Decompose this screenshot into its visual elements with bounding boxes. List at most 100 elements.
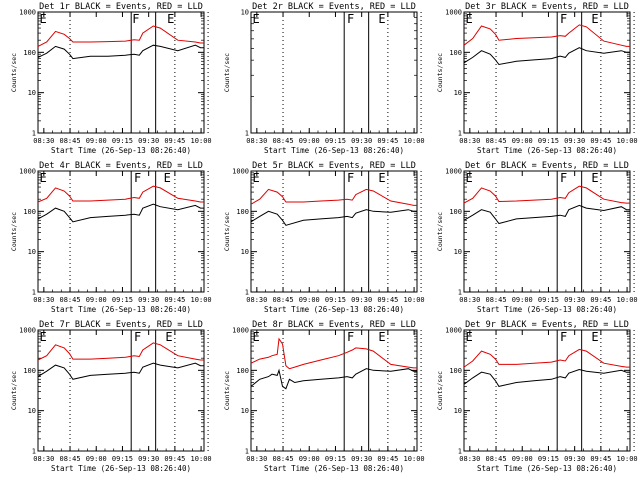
series-lld-line: [37, 25, 204, 47]
y-tick-label: 10: [28, 248, 36, 256]
panel: Det 7r BLACK = Events, RED = LLD 1 10 100 10…: [10, 320, 212, 473]
flag-label: F: [347, 330, 354, 344]
y-tick-label: 1: [458, 448, 462, 456]
flag-label: E: [40, 171, 47, 185]
x-tick-label: 09:45: [377, 296, 398, 304]
flag-label: E: [167, 12, 174, 26]
x-tick-label: 09:30: [564, 137, 585, 145]
panel: Det 8r BLACK = Events, RED = LLD 1 10 100 10…: [223, 320, 425, 473]
y-axis-label: Counts/sec: [10, 212, 18, 251]
x-axis-label: Start Time (26-Sep-13 08:26:40): [264, 464, 404, 473]
x-tick-label: 10:00: [191, 296, 212, 304]
x-tick-label: 08:45: [485, 455, 506, 463]
x-tick-label: 08:30: [459, 137, 480, 145]
y-tick-label: 100: [23, 49, 36, 57]
series-events-line: [37, 203, 204, 223]
x-tick-label: 09:30: [138, 455, 159, 463]
x-tick-label: 09:15: [112, 455, 133, 463]
y-tick-label: 100: [449, 208, 462, 216]
y-axis-label: Counts/sec: [436, 53, 444, 92]
y-tick-label: 100: [236, 208, 249, 216]
y-tick-label: 1: [245, 448, 249, 456]
y-tick-label: 1000: [445, 327, 462, 335]
x-tick-label: 09:00: [86, 455, 107, 463]
panel: Det 9r BLACK = Events, RED = LLD 1 10 100 10…: [436, 320, 638, 473]
y-tick-label: 10: [454, 248, 462, 256]
x-tick-label: 09:30: [351, 455, 372, 463]
panel-title: Det 8r BLACK = Events, RED = LLD: [252, 320, 416, 330]
y-tick-label: 10: [241, 407, 249, 415]
x-tick-label: 09:45: [164, 455, 185, 463]
flag-label: F: [560, 12, 567, 26]
series-lld-line: [37, 185, 204, 203]
panel-title: Det 4r BLACK = Events, RED = LLD: [39, 161, 203, 171]
flag-label: E: [253, 12, 260, 26]
panel-title: Det 1r BLACK = Events, RED = LLD: [39, 2, 203, 12]
x-tick-label: 09:30: [138, 137, 159, 145]
plot-frame: [37, 11, 205, 134]
flag-label: E: [378, 330, 385, 344]
y-tick-label: 100: [236, 367, 249, 375]
x-tick-label: 08:30: [33, 296, 54, 304]
x-tick-label: 09:00: [512, 455, 533, 463]
panel-title: Det 7r BLACK = Events, RED = LLD: [39, 320, 203, 330]
y-tick-label: 1: [245, 289, 249, 297]
x-tick-label: 09:00: [299, 137, 320, 145]
flag-label: F: [347, 171, 354, 185]
x-tick-label: 08:45: [272, 455, 293, 463]
x-tick-label: 08:45: [59, 296, 80, 304]
y-tick-label: 1000: [232, 168, 249, 176]
flag-label: E: [378, 171, 385, 185]
panel-title: Det 3r BLACK = Events, RED = LLD: [465, 2, 629, 12]
flag-label: F: [132, 12, 139, 26]
flag-label: E: [40, 330, 47, 344]
plot-frame: [463, 170, 631, 293]
y-axis-label: Counts/sec: [10, 53, 18, 92]
y-axis-label: Counts/sec: [436, 212, 444, 251]
x-axis-label: Start Time (26-Sep-13 08:26:40): [51, 305, 191, 314]
flag-label: E: [40, 12, 47, 26]
x-tick-label: 09:15: [538, 296, 559, 304]
x-tick-label: 10:00: [404, 137, 425, 145]
y-tick-label: 1000: [19, 168, 36, 176]
y-tick-label: 10: [28, 407, 36, 415]
series-events-line: [463, 368, 630, 387]
y-axis-label: Counts/sec: [223, 212, 231, 251]
panel: Det 2r BLACK = Events, RED = LLD 1 10 08:30…: [223, 2, 425, 155]
series-events-line: [37, 44, 204, 60]
y-tick-label: 10: [241, 9, 249, 17]
x-tick-label: 08:45: [485, 296, 506, 304]
y-tick-label: 1: [32, 289, 36, 297]
panel-title: Det 9r BLACK = Events, RED = LLD: [465, 320, 629, 330]
x-tick-label: 10:00: [191, 137, 212, 145]
flag-label: F: [560, 330, 567, 344]
y-axis-label: Counts/sec: [223, 371, 231, 410]
x-tick-label: 09:45: [590, 455, 611, 463]
x-tick-label: 09:15: [538, 137, 559, 145]
series-lld-line: [37, 342, 204, 361]
x-tick-label: 09:15: [325, 455, 346, 463]
x-tick-label: 10:00: [617, 455, 638, 463]
y-tick-label: 100: [449, 49, 462, 57]
x-tick-label: 08:30: [246, 137, 267, 145]
flag-label: E: [165, 330, 172, 344]
plot-frame: [250, 170, 418, 293]
x-tick-label: 09:15: [325, 296, 346, 304]
flag-label: E: [253, 330, 260, 344]
series-lld-line: [250, 337, 417, 370]
x-axis-label: Start Time (26-Sep-13 08:26:40): [264, 146, 404, 155]
x-tick-label: 10:00: [617, 137, 638, 145]
y-tick-label: 10: [241, 248, 249, 256]
x-tick-label: 10:00: [404, 296, 425, 304]
x-axis-label: Start Time (26-Sep-13 08:26:40): [477, 305, 617, 314]
plot-frame: [37, 329, 205, 452]
y-tick-label: 10: [454, 89, 462, 97]
x-tick-label: 09:00: [86, 296, 107, 304]
x-tick-label: 08:30: [459, 455, 480, 463]
series-lld-line: [463, 24, 630, 47]
x-tick-label: 09:00: [86, 137, 107, 145]
series-events-line: [463, 47, 630, 66]
x-tick-label: 09:45: [590, 296, 611, 304]
panel: Det 6r BLACK = Events, RED = LLD 1 10 100 10…: [436, 161, 638, 314]
x-tick-label: 10:00: [617, 296, 638, 304]
